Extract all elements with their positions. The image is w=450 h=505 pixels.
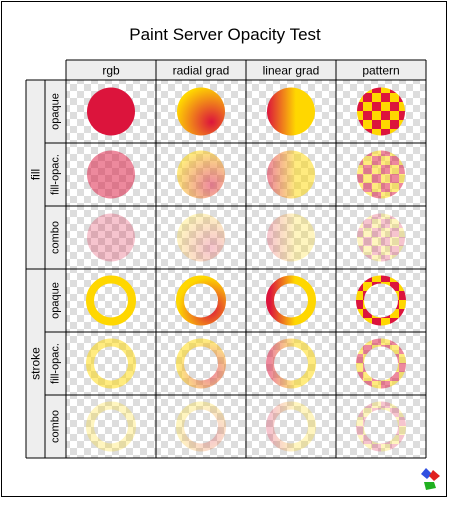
sample-stroke-linear-1: [266, 338, 316, 389]
sample-fill-radial-1: [177, 150, 225, 199]
group-label-stroke: stroke: [29, 347, 43, 380]
sample-stroke-radial-0: [176, 275, 226, 326]
sample-fill-radial-0: [177, 87, 225, 136]
sample-fill-rgb-0: [87, 87, 135, 136]
row-label-stroke-1: fill-opac.: [50, 343, 62, 384]
sample-fill-linear-0: [267, 87, 315, 136]
sample-stroke-pattern-0: [356, 275, 406, 326]
row-label-stroke-2: combo: [50, 410, 62, 443]
sample-stroke-rgb-2: [86, 401, 136, 452]
sample-stroke-rgb-0: [86, 275, 136, 326]
sample-fill-pattern-1: [357, 150, 405, 199]
row-label-fill-1: fill-opac.: [50, 154, 62, 195]
sample-stroke-radial-1: [176, 338, 226, 389]
sample-stroke-linear-2: [266, 401, 316, 452]
table-labels: fill opaque fill-opac. combo stroke opaque fil…: [29, 64, 400, 444]
sample-stroke-linear-0: [266, 275, 316, 326]
column-header-0: rgb: [102, 64, 120, 78]
sample-fill-rgb-1: [87, 150, 135, 199]
sample-fill-linear-2: [267, 213, 315, 262]
row-label-fill-0: opaque: [50, 93, 62, 130]
svg-logo-icon: [421, 468, 440, 490]
sample-stroke-pattern-2: [356, 401, 406, 452]
results-table: [25, 59, 427, 459]
column-header-1: radial grad: [173, 64, 230, 78]
sample-fill-rgb-2: [87, 213, 135, 262]
sample-stroke-rgb-1: [86, 338, 136, 389]
sample-fill-linear-1: [267, 150, 315, 199]
sample-stroke-pattern-1: [356, 338, 406, 389]
column-header-2: linear grad: [263, 64, 320, 78]
row-label-stroke-0: opaque: [50, 282, 62, 319]
sample-stroke-radial-2: [176, 401, 226, 452]
sample-fill-pattern-2: [357, 213, 405, 262]
sample-fill-pattern-0: [357, 87, 405, 136]
column-header-3: pattern: [362, 64, 399, 78]
group-label-fill: fill: [29, 169, 43, 180]
page-title: Paint Server Opacity Test: [129, 25, 321, 44]
row-label-fill-2: combo: [50, 221, 62, 254]
sample-fill-radial-2: [177, 213, 225, 262]
